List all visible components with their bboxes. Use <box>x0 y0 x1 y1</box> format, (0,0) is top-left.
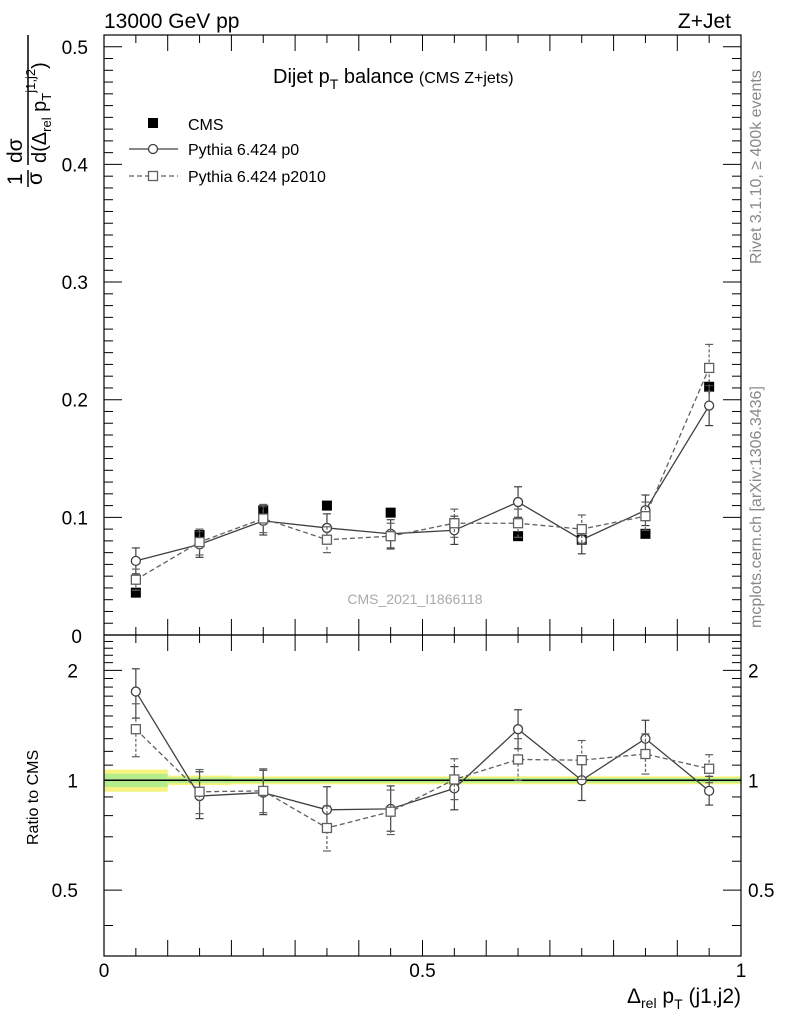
xlabel-rest: (j1,j2) <box>683 985 741 1008</box>
ratio-p2010-point <box>704 763 715 774</box>
ratio-p2010-point <box>449 774 460 785</box>
cms-data-point <box>130 587 141 598</box>
ratio-p2010-point <box>194 786 205 797</box>
p2010-data-point <box>385 531 396 542</box>
legend-p0-label: Pythia 6.424 p0 <box>188 142 299 159</box>
p2010-data-point <box>512 518 524 529</box>
main-panel: 0.1 0.2 0.3 0.4 0.5 0 Dijet pT balance (CMS Z+… <box>4 34 742 648</box>
ratio-p0-line <box>135 691 710 811</box>
p2010-data-point <box>194 536 205 548</box>
ratio-panel: 0.5 0.5 1 1 2 2 0 0.5 1 Ratio to CMS Δrel pT (j1… <box>25 634 774 1012</box>
legend-cms-label: CMS <box>188 117 224 134</box>
ratio-p0-point <box>512 724 524 735</box>
main-title-text: Dijet p <box>273 66 330 88</box>
mcplots-label: mcplots.cern.ch [arXiv:1306.3436] <box>748 386 765 628</box>
cms-data-point <box>640 528 651 539</box>
ratio-ytick-label-left: 2 <box>67 661 78 682</box>
ratio-p2010-line <box>135 728 710 829</box>
ratio-p2010-point <box>385 806 396 817</box>
ratio-p0-point <box>130 686 142 697</box>
xlabel-T: T <box>674 996 683 1012</box>
p2010-data-point <box>321 534 333 545</box>
main-title-rest: balance <box>338 66 414 88</box>
main-title: Dijet pT balance (CMS Z+jets) <box>273 66 514 92</box>
ratio-ytick-label-right: 1 <box>748 771 759 792</box>
main-ylabel-sigma: σ <box>24 172 47 185</box>
legend-p2010-marker <box>147 170 159 182</box>
ratio-xtick-label: 0.5 <box>409 961 435 982</box>
main-title-sub: T <box>330 76 339 92</box>
header-left-label: 13000 GeV pp <box>104 10 239 33</box>
p2010-data-point <box>449 518 460 529</box>
ratio-p2010-point <box>640 748 651 760</box>
p2010-data-point <box>704 362 715 374</box>
p2010-data-point <box>640 511 651 522</box>
legend-p2010-label: Pythia 6.424 p2010 <box>188 169 326 186</box>
rivet-label: Rivet 3.1.10, ≥ 400k events <box>748 70 765 264</box>
ratio-ticks: 0.5 0.5 1 1 2 2 0 0.5 1 <box>52 635 774 982</box>
ratio-series <box>130 668 715 852</box>
xlabel-delta: Δ <box>627 985 641 1008</box>
legend: CMS Pythia 6.424 p0 Pythia 6.424 p2010 <box>129 117 326 186</box>
p2010-data-point <box>130 574 142 585</box>
ratio-p0-point <box>704 785 715 797</box>
ratio-xtick-label: 1 <box>736 961 747 982</box>
xlabel-rel: rel <box>641 995 657 1011</box>
main-title-note: (CMS Z+jets) <box>419 70 514 87</box>
ratio-ytick-label-left: 0.5 <box>52 881 78 902</box>
main-ytick-label: 0.1 <box>62 508 88 529</box>
ratio-p2010-point <box>130 724 142 735</box>
analysis-id-label: CMS_2021_I1866118 <box>347 591 482 607</box>
p0-data-point <box>704 400 715 411</box>
ratio-p2010-point <box>512 754 524 765</box>
ratio-p2010-point <box>321 822 333 834</box>
main-ylabel-dsigma: dσ <box>4 138 27 163</box>
ratio-p2010-point <box>258 785 269 797</box>
legend-p0-marker <box>147 143 159 155</box>
cms-data-point <box>385 507 396 518</box>
ratio-xlabel: Δrel pT (j1,j2) <box>627 985 741 1012</box>
ratio-xtick-label: 0 <box>99 961 110 982</box>
ratio-p2010-point <box>576 755 587 766</box>
ratio-p0-point <box>321 804 333 815</box>
header-right-label: Z+Jet <box>678 10 731 33</box>
ratio-ytick-label-right: 2 <box>748 661 759 682</box>
main-series <box>130 343 715 598</box>
ratio-ylabel: Ratio to CMS <box>25 750 42 845</box>
p0-data-point <box>512 496 524 508</box>
xlabel-p: p <box>657 985 675 1008</box>
series-p2010-line <box>135 367 710 581</box>
series-p0-line <box>135 405 710 562</box>
main-ytick-label: 0.4 <box>62 155 89 176</box>
p2010-data-point <box>258 513 269 524</box>
main-ytick-label-zero: 0 <box>71 627 82 648</box>
main-ylabel: 1 σ dσ d(Δrel pTj1,j2) <box>4 35 54 187</box>
p2010-data-point <box>576 523 587 535</box>
p0-data-point <box>130 555 142 567</box>
main-ticks: 0.1 0.2 0.3 0.4 0.5 0 <box>62 35 742 648</box>
main-ytick-label: 0.5 <box>62 38 88 59</box>
main-ytick-label: 0.2 <box>62 391 88 412</box>
cms-data-point <box>321 500 332 511</box>
ratio-ytick-label-right: 0.5 <box>748 881 774 902</box>
main-ylabel-one: 1 <box>4 173 27 185</box>
legend-cms-marker <box>148 118 158 128</box>
main-ytick-label: 0.3 <box>62 273 88 294</box>
ratio-ytick-label-left: 1 <box>67 771 78 792</box>
